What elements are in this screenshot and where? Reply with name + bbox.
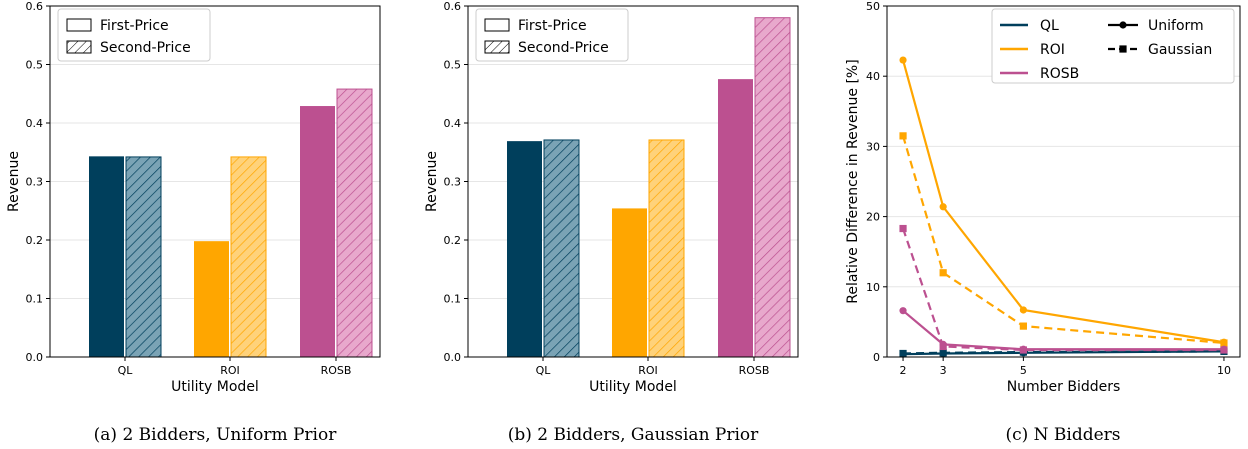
legend: QL ROI ROSB Uniform Gaussian: [991, 8, 1235, 84]
y-tick-label: 0.2: [444, 234, 462, 247]
x-tick-label: QL: [118, 364, 134, 377]
legend-swatch-first-price: [66, 18, 92, 32]
y-axis-label: Revenue: [424, 151, 440, 212]
y-tick-label: 0.6: [444, 0, 462, 13]
legend-box: [475, 8, 629, 62]
y-tick-label: 10: [866, 281, 880, 294]
plot-frame: [886, 5, 1241, 358]
y-tick-label: 0.0: [26, 351, 44, 364]
legend-box: [57, 8, 211, 62]
series-roi-uniform-point: [939, 203, 947, 211]
series-ql-gaussian-point: [899, 349, 907, 358]
legend-label-uniform: Uniform: [1148, 18, 1204, 34]
x-tick-label: 5: [1020, 364, 1027, 377]
legend-marker-uniform: [1119, 21, 1127, 29]
x-tick-label: ROI: [220, 364, 240, 377]
x-tick-label: QL: [536, 364, 552, 377]
plot-frame: [49, 5, 381, 358]
y-axis-label: Relative Difference in Revenue [%]: [845, 59, 861, 303]
series-roi-gaussian-point: [939, 269, 947, 277]
panel-c: 0 10 20 30 40 50 2 3 5 10 Number Bidders Relative D…: [845, 0, 1241, 445]
x-tick-label: ROSB: [739, 364, 770, 377]
y-tick-label: 0.6: [26, 0, 44, 13]
legend: First-Price Second-Price: [475, 8, 629, 62]
series-roi-uniform-line: [901, 59, 1225, 344]
bar-ql-second-price: [125, 156, 162, 358]
y-tick-label: 30: [866, 140, 880, 153]
y-tick-label: 0.1: [26, 293, 44, 306]
bar-roi-second-price: [648, 139, 685, 358]
x-tick-label: 3: [940, 364, 947, 377]
y-axis-label: Revenue: [6, 151, 22, 212]
bar-roi-second-price: [230, 156, 267, 358]
series-roi-gaussian-point: [899, 132, 907, 140]
legend-label-second-price: Second-Price: [100, 40, 191, 56]
legend-label-roi: ROI: [1040, 42, 1065, 58]
legend-label-second-price: Second-Price: [518, 40, 609, 56]
series-rosb-gaussian-point: [899, 224, 907, 233]
legend-marker-gaussian: [1119, 45, 1127, 53]
panel-a: 0.0 0.1 0.2 0.3 0.4 0.5 0.6 QL ROI ROSB Utility Mo…: [6, 0, 381, 445]
legend-swatch-second-price: [66, 40, 92, 54]
y-tick-label: 0.3: [444, 176, 462, 189]
y-tick-label: 0.3: [26, 176, 44, 189]
legend-box: [991, 8, 1235, 84]
bar-rosb-first-price: [718, 79, 753, 357]
panel-b: 0.0 0.1 0.2 0.3 0.4 0.5 0.6 QL ROI ROSB Utility Mo…: [424, 0, 799, 445]
series-rosb-gaussian-point: [939, 342, 947, 351]
legend-label-ql: QL: [1040, 18, 1059, 34]
y-tick-label: 0.1: [444, 293, 462, 306]
series-roi-gaussian-point: [1220, 339, 1228, 347]
x-tick-label: ROI: [638, 364, 658, 377]
bar-ql-first-price: [507, 141, 542, 357]
y-tick-label: 0.0: [444, 351, 462, 364]
bar-rosb-first-price: [300, 106, 335, 357]
legend-label-first-price: First-Price: [518, 18, 587, 34]
legend-label-first-price: First-Price: [100, 18, 169, 34]
x-axis-label: Number Bidders: [1007, 379, 1121, 395]
bar-rosb-second-price: [754, 17, 791, 358]
y-tick-label: 0: [873, 351, 880, 364]
series-roi-uniform-point: [899, 56, 907, 64]
panel-caption: (a) 2 Bidders, Uniform Prior: [94, 425, 338, 445]
y-tick-label: 0.5: [26, 59, 44, 72]
panel-caption: (c) N Bidders: [1005, 425, 1120, 445]
plot-frame: [467, 5, 799, 358]
series-roi-gaussian-line: [901, 135, 1225, 345]
legend-swatch-second-price: [484, 40, 510, 54]
y-tick-label: 20: [866, 211, 880, 224]
x-axis-label: Utility Model: [171, 379, 259, 395]
y-tick-label: 0.4: [26, 117, 44, 130]
series-rosb-gaussian-line: [902, 228, 1224, 352]
bar-roi-first-price: [612, 208, 647, 357]
bar-rosb-second-price: [336, 88, 373, 358]
x-axis-label: Utility Model: [589, 379, 677, 395]
series-ql-gaussian-point: [939, 349, 947, 357]
y-tick-label: 40: [866, 70, 880, 83]
legend-label-rosb: ROSB: [1040, 66, 1079, 82]
series-roi-gaussian-point: [1019, 322, 1027, 330]
x-tick-label: 2: [900, 364, 907, 377]
bar-ql-second-price: [543, 139, 580, 358]
y-tick-label: 0.2: [26, 234, 44, 247]
bar-roi-first-price: [194, 241, 229, 357]
y-tick-label: 50: [866, 0, 880, 13]
bar-ql-first-price: [89, 156, 124, 357]
series-rosb-gaussian-point: [1220, 346, 1228, 354]
legend: First-Price Second-Price: [57, 8, 211, 62]
legend-label-gaussian: Gaussian: [1148, 42, 1212, 58]
panel-caption: (b) 2 Bidders, Gaussian Prior: [508, 425, 759, 445]
series-rosb-gaussian-point: [1019, 346, 1027, 354]
x-tick-label: ROSB: [321, 364, 352, 377]
y-tick-label: 0.5: [444, 59, 462, 72]
legend-swatch-first-price: [484, 18, 510, 32]
series-rosb-uniform-point: [899, 307, 907, 315]
y-tick-label: 0.4: [444, 117, 462, 130]
series-ql-gaussian-line: [903, 350, 1224, 355]
x-tick-label: 10: [1217, 364, 1231, 377]
series-roi-uniform-point: [1019, 306, 1027, 314]
